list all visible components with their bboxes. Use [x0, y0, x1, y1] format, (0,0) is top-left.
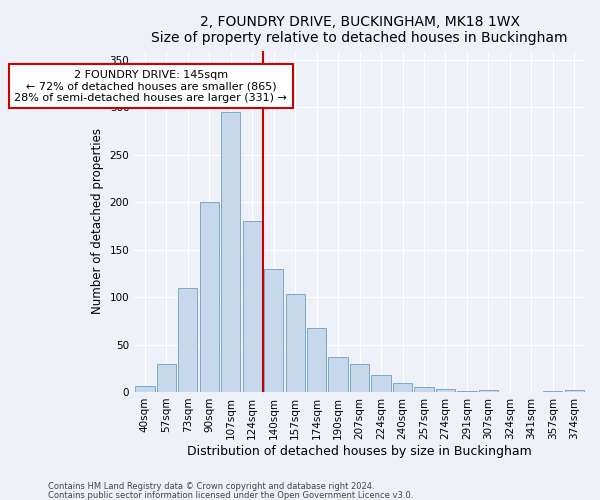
X-axis label: Distribution of detached houses by size in Buckingham: Distribution of detached houses by size …	[187, 444, 532, 458]
Text: Contains HM Land Registry data © Crown copyright and database right 2024.: Contains HM Land Registry data © Crown c…	[48, 482, 374, 491]
Bar	[157, 364, 176, 392]
Bar	[457, 391, 476, 392]
Bar	[565, 390, 584, 392]
Bar	[307, 328, 326, 392]
Bar	[286, 294, 305, 392]
Bar	[221, 112, 241, 392]
Bar	[264, 268, 283, 392]
Bar	[371, 375, 391, 392]
Text: Contains public sector information licensed under the Open Government Licence v3: Contains public sector information licen…	[48, 490, 413, 500]
Bar	[393, 384, 412, 392]
Bar	[135, 386, 155, 392]
Title: 2, FOUNDRY DRIVE, BUCKINGHAM, MK18 1WX
Size of property relative to detached hou: 2, FOUNDRY DRIVE, BUCKINGHAM, MK18 1WX S…	[151, 15, 568, 45]
Y-axis label: Number of detached properties: Number of detached properties	[91, 128, 104, 314]
Text: 2 FOUNDRY DRIVE: 145sqm
← 72% of detached houses are smaller (865)
28% of semi-d: 2 FOUNDRY DRIVE: 145sqm ← 72% of detache…	[14, 70, 287, 102]
Bar	[242, 221, 262, 392]
Bar	[328, 357, 348, 392]
Bar	[178, 288, 197, 392]
Bar	[436, 389, 455, 392]
Bar	[543, 391, 562, 392]
Bar	[415, 387, 434, 392]
Bar	[479, 390, 498, 392]
Bar	[350, 364, 369, 392]
Bar	[200, 202, 219, 392]
